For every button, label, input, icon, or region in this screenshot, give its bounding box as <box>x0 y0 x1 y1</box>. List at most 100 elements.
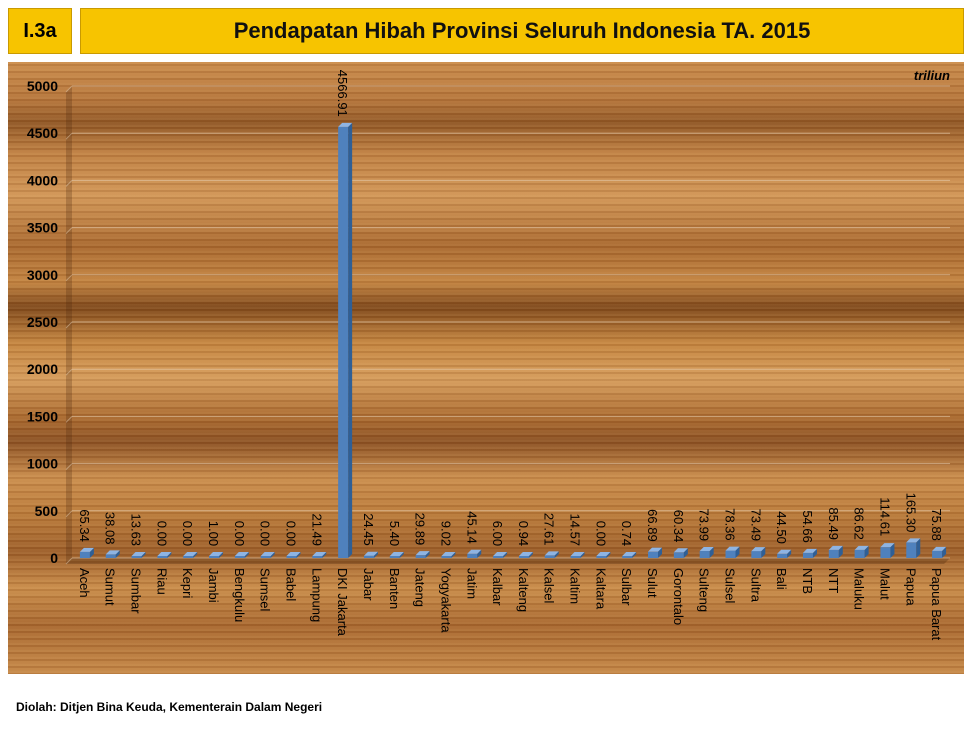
plot-floor <box>66 558 950 564</box>
x-tick-label: Maluku <box>852 568 867 610</box>
data-label: 65.34 <box>77 509 92 542</box>
chart-panel: 0 500 1000 1500 2000 2500 3000 3500 4000 4500 5000… <box>8 62 964 674</box>
bar-side <box>373 551 378 558</box>
bar-top <box>725 546 740 551</box>
gridline-side <box>65 557 73 565</box>
data-label: 0.00 <box>180 521 195 546</box>
bar-side <box>141 552 146 558</box>
bar <box>802 552 813 558</box>
x-tick-label: Sumsel <box>258 568 273 611</box>
bar-top <box>906 538 921 543</box>
bar-top <box>441 552 456 556</box>
x-tick-label: Bengkulu <box>232 568 247 622</box>
bar <box>880 547 891 558</box>
x-tick-label: Aceh <box>77 568 92 598</box>
x-tick-label: Kalteng <box>516 568 531 612</box>
bar-side <box>554 551 559 558</box>
bar-top <box>880 543 895 548</box>
y-tick-label: 3500 <box>27 220 58 236</box>
bar-top <box>802 548 817 553</box>
data-label: 0.94 <box>516 521 531 546</box>
x-tick-label: Banten <box>387 568 402 609</box>
data-label: 13.63 <box>129 514 144 547</box>
source-note: Diolah: Ditjen Bina Keuda, Kementerain D… <box>16 700 323 714</box>
x-tick-label: Kalsel <box>542 568 557 604</box>
bar-side <box>477 549 482 558</box>
bar <box>932 550 943 558</box>
bar-top <box>338 122 353 127</box>
bar-side <box>683 548 688 558</box>
bar-top <box>131 552 146 556</box>
bar-side <box>270 552 275 558</box>
y-tick-label: 500 <box>35 503 59 519</box>
x-tick-label: Sumut <box>103 568 118 606</box>
bar <box>312 555 323 558</box>
y-tick-label: 2500 <box>27 314 58 330</box>
bar-side <box>864 545 869 558</box>
bar-top <box>183 552 198 556</box>
bar-side <box>322 551 327 558</box>
bar-side <box>658 547 663 558</box>
x-tick-label: Sulut <box>645 568 660 598</box>
bar-top <box>260 552 275 556</box>
bar <box>415 555 426 558</box>
bar <box>777 553 788 558</box>
y-tick-label: 0 <box>50 550 58 566</box>
x-tick-label: Bali <box>774 568 789 590</box>
x-tick-label: Jatim <box>464 568 479 599</box>
bar-side <box>89 547 94 558</box>
data-label: 75.88 <box>929 508 944 541</box>
x-tick-label: Sulteng <box>697 568 712 612</box>
data-label: 54.66 <box>800 510 815 543</box>
gridline-side <box>65 180 73 187</box>
bar <box>79 551 90 558</box>
unit-label: triliun <box>914 68 950 83</box>
plot-side-wall <box>66 86 72 564</box>
bar <box>441 556 452 558</box>
bar-top <box>415 551 430 556</box>
data-label: 114.61 <box>877 497 892 536</box>
x-tick-label: Jateng <box>413 568 428 607</box>
bar-side <box>942 546 947 558</box>
bar-top <box>699 547 714 552</box>
data-label: 60.34 <box>671 510 686 543</box>
bar <box>389 556 400 558</box>
bar-top <box>312 551 327 556</box>
gridline-side <box>65 416 73 423</box>
bar <box>209 556 220 558</box>
data-label: 44.50 <box>774 511 789 544</box>
bar-top <box>286 552 301 556</box>
data-label: 29.89 <box>413 513 428 546</box>
x-tick-label: Gorontalo <box>671 568 686 625</box>
bar <box>828 549 839 558</box>
gridline-side <box>65 321 73 329</box>
bar-side <box>348 122 353 558</box>
bar-side <box>580 552 585 558</box>
data-label: 0.74 <box>619 521 634 546</box>
data-label: 0.00 <box>232 521 247 546</box>
y-tick-label: 4000 <box>27 172 58 188</box>
data-label: 6.00 <box>490 521 505 546</box>
data-label: 85.49 <box>826 507 841 540</box>
bar-top <box>157 552 172 556</box>
data-label: 45.14 <box>464 511 479 544</box>
data-label: 165.30 <box>903 493 918 533</box>
bar <box>338 126 349 558</box>
bar <box>234 556 245 558</box>
bar-top <box>673 548 688 553</box>
bar <box>183 556 194 558</box>
y-tick-label: 1000 <box>27 456 58 472</box>
bar-side <box>451 552 456 558</box>
bar-top <box>932 546 947 551</box>
bar <box>363 555 374 558</box>
gridline-side <box>65 132 73 140</box>
bar-top <box>622 552 637 556</box>
y-tick-label: 2000 <box>27 361 58 377</box>
bar-top <box>544 551 559 556</box>
data-label: 5.40 <box>387 521 402 546</box>
bar-top <box>389 552 404 556</box>
gridline-side <box>65 227 73 234</box>
bar-side <box>296 552 301 558</box>
y-tick-label: 4500 <box>27 125 58 141</box>
